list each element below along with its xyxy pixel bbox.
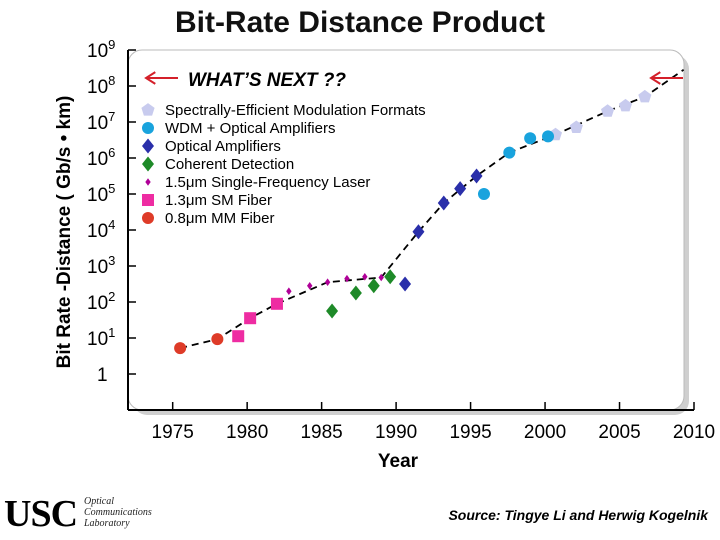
data-point: [542, 130, 555, 143]
legend-marker: [141, 103, 155, 116]
x-tick-label: 2000: [524, 422, 566, 443]
legend-label: Optical Amplifiers: [165, 138, 281, 155]
logo-sub-line: Communications: [84, 507, 152, 518]
x-tick-label: 1990: [375, 422, 417, 443]
x-tick-label: 1995: [449, 422, 491, 443]
legend: Spectrally-Efficient Modulation FormatsW…: [141, 102, 426, 227]
y-tick-label: 102: [87, 289, 115, 314]
legend-label: 1.5μm Single-Frequency Laser: [165, 174, 370, 191]
y-tick-label: 104: [87, 217, 115, 242]
data-point: [367, 278, 380, 294]
arrow-left-icon: [144, 71, 178, 85]
data-point: [601, 104, 615, 117]
data-point: [618, 98, 632, 112]
data-point: [244, 312, 257, 325]
legend-label: WDM + Optical Amplifiers: [165, 120, 335, 137]
x-tick-label: 1975: [152, 422, 194, 443]
x-tick-label: 1985: [300, 422, 342, 443]
data-point: [307, 282, 313, 290]
logo-text: USC: [4, 493, 78, 535]
y-tick-label: 107: [87, 109, 115, 134]
legend-label: 0.8μm MM Fiber: [165, 210, 275, 227]
data-point: [454, 181, 467, 197]
annotations: WHAT’S NEXT ??: [144, 70, 683, 91]
legend-marker: [142, 156, 154, 172]
arrow-left-icon: [649, 71, 683, 85]
data-point: [326, 303, 339, 319]
arrow-head: [649, 71, 661, 85]
data-point: [286, 287, 292, 295]
data-point: [378, 273, 384, 282]
chart-title: Bit-Rate Distance Product: [174, 6, 546, 39]
x-tick-label: 1980: [226, 422, 268, 443]
data-point: [174, 342, 187, 355]
data-point: [349, 285, 362, 301]
data-point: [638, 89, 652, 103]
data-point: [470, 168, 483, 184]
data-point: [437, 195, 450, 211]
axes: 1 101 102 103 104 105 106 107 108 109 1975 1980 1985…: [87, 37, 715, 443]
y-tick-label: 103: [87, 253, 115, 278]
legend-marker: [142, 212, 154, 224]
legend-label: Coherent Detection: [165, 156, 294, 173]
data-points: [174, 89, 652, 355]
whats-next-annotation: WHAT’S NEXT ??: [188, 70, 346, 91]
y-tick-label: 105: [87, 181, 115, 206]
y-tick-label: 109: [87, 37, 115, 62]
y-tick-label: 106: [87, 145, 115, 170]
source-credit: Source: Tingye Li and Herwig Kogelnik: [448, 507, 708, 523]
data-point: [412, 224, 425, 240]
legend-marker: [145, 178, 151, 186]
legend-marker: [142, 194, 154, 206]
arrow-head: [144, 71, 156, 85]
y-axis-label: Bit Rate -Distance ( Gb/s • km): [54, 96, 75, 369]
logo-sub-line: Laboratory: [84, 518, 130, 529]
y-tick-label: 108: [87, 73, 115, 98]
legend-marker: [142, 122, 154, 134]
data-point: [399, 276, 412, 292]
data-point: [524, 132, 537, 145]
data-point: [569, 120, 583, 133]
logo-sub-line: Optical: [84, 496, 114, 507]
legend-label: 1.3μm SM Fiber: [165, 192, 272, 209]
x-tick-label: 2010: [673, 422, 715, 443]
usc-logo: USC Optical Communications Laboratory: [4, 492, 174, 536]
data-point: [324, 278, 331, 286]
data-point: [503, 146, 516, 159]
data-point: [477, 188, 490, 200]
trend-dashed-line: [179, 69, 685, 349]
data-point: [362, 273, 368, 281]
logo-subtitle: Optical Communications Laboratory: [84, 496, 152, 529]
y-tick-label: 1: [97, 365, 108, 386]
data-point: [384, 269, 397, 285]
legend-label: Spectrally-Efficient Modulation Formats: [165, 102, 426, 119]
y-tick-label: 101: [87, 325, 115, 350]
data-point: [232, 330, 245, 343]
data-point: [270, 297, 283, 310]
trend-line: [179, 69, 685, 349]
data-point: [211, 333, 224, 346]
data-point: [344, 274, 350, 283]
legend-marker: [142, 138, 154, 154]
x-axis-label: Year: [378, 451, 419, 472]
x-tick-label: 2005: [598, 422, 640, 443]
